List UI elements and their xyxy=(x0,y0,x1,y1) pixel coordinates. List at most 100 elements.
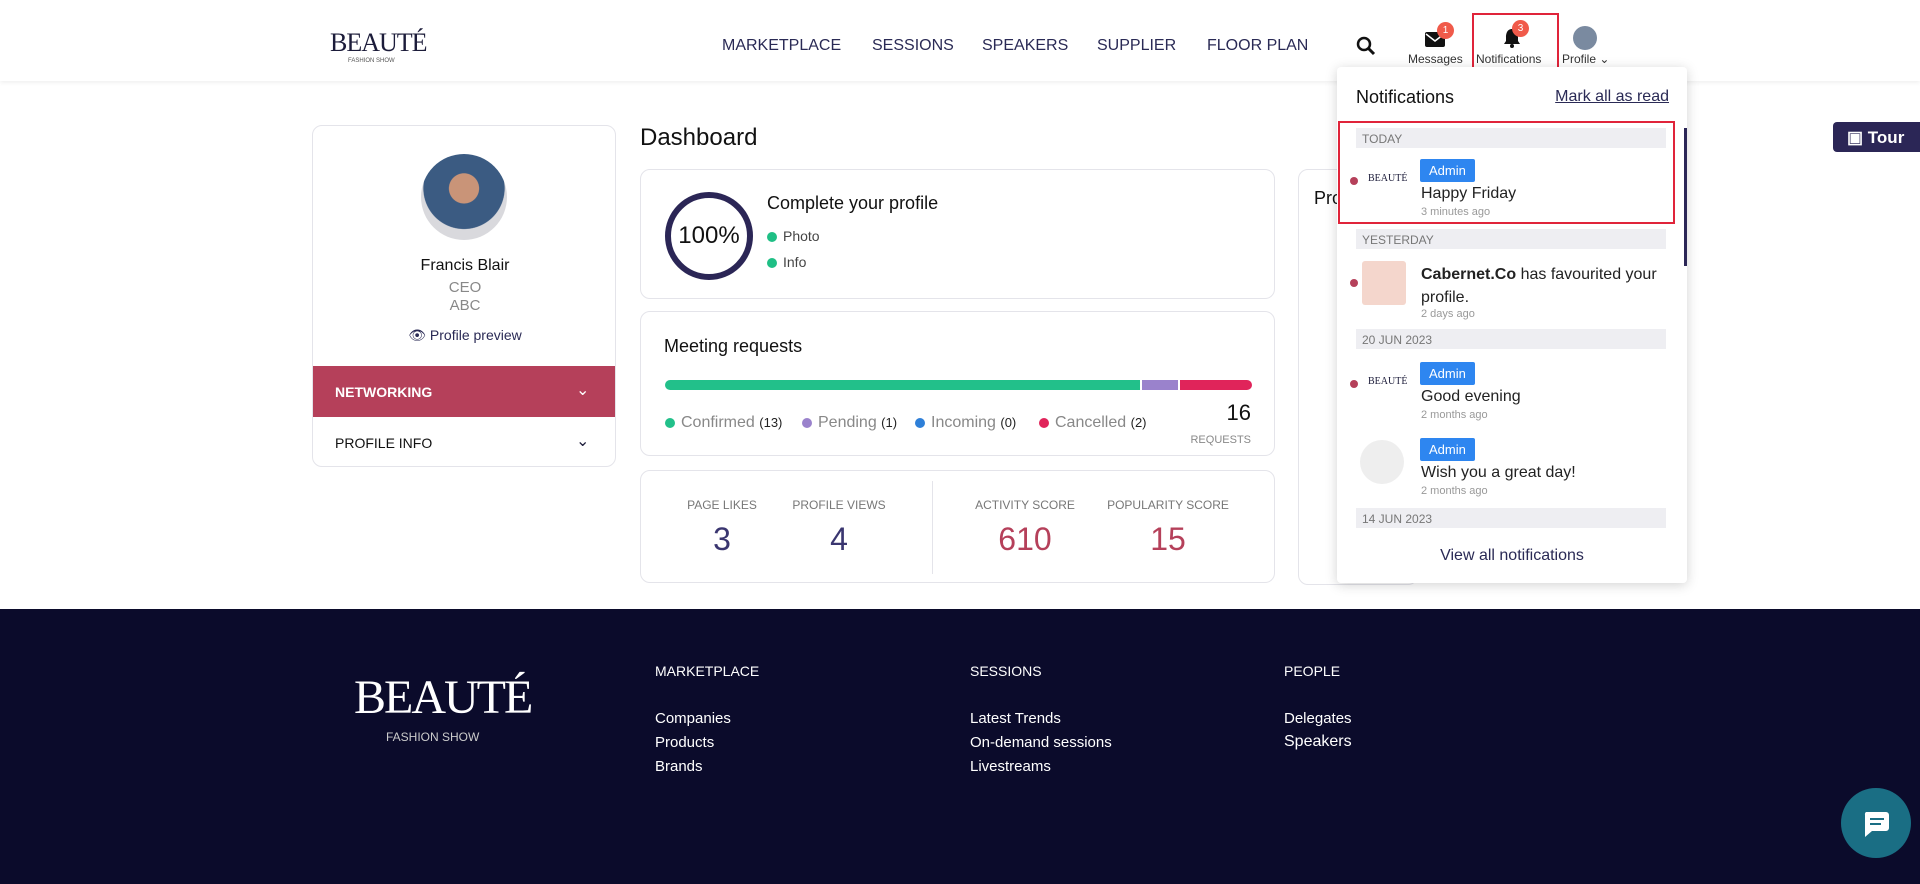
stat-label: POPULARITY SCORE xyxy=(1107,498,1229,512)
view-all-link[interactable]: View all notifications xyxy=(1440,547,1584,564)
card-heading: Pro xyxy=(1314,188,1343,208)
logo-sub: FASHION SHOW xyxy=(348,58,395,64)
unread-dot xyxy=(1350,380,1358,388)
chevron: ⌄ xyxy=(576,382,590,399)
notification-time: 2 months ago xyxy=(1421,485,1488,497)
notifications-panel xyxy=(1337,67,1687,583)
nav-item[interactable]: SUPPLIER xyxy=(1097,37,1177,54)
menu-label[interactable]: PROFILE INFO xyxy=(335,435,433,451)
item-label: Info xyxy=(783,254,807,270)
profile-avatar[interactable] xyxy=(1573,26,1597,50)
preview-label: Profile preview xyxy=(429,327,522,343)
name: Francis Blair xyxy=(420,257,510,274)
nav-item[interactable]: MARKETPLACE xyxy=(722,37,842,54)
nav-item[interactable]: SESSIONS xyxy=(872,37,954,54)
stat-value: 3 xyxy=(713,521,731,557)
footer-heading: PEOPLE xyxy=(1284,663,1341,679)
footer-logo: BEAUTÉ xyxy=(354,671,533,724)
total: 16 xyxy=(1226,400,1251,425)
avatar xyxy=(421,154,507,240)
footer-link[interactable]: Latest Trends xyxy=(970,710,1061,727)
footer xyxy=(0,609,1920,884)
footer-heading: SESSIONS xyxy=(970,663,1042,679)
footer-link[interactable]: On-demand sessions xyxy=(970,734,1112,751)
chat-button[interactable] xyxy=(1841,788,1911,858)
stat-value: 610 xyxy=(998,521,1052,557)
legend-item: Confirmed (13) xyxy=(665,414,782,432)
footer-link[interactable]: Products xyxy=(655,734,715,751)
footer-link[interactable]: Brands xyxy=(655,758,703,775)
item-label: Photo xyxy=(783,228,820,244)
footer-link[interactable]: Livestreams xyxy=(970,758,1051,775)
legend-item: Pending (1) xyxy=(802,414,897,432)
profile-card: Francis Blair CEO ABC 👁 Profile preview … xyxy=(312,125,616,467)
sender-logo: BEAUTÉ xyxy=(1368,376,1408,387)
sender-logo xyxy=(1360,440,1404,484)
notification-text[interactable]: Happy Friday xyxy=(1421,185,1517,202)
stat-label: PAGE LIKES xyxy=(687,498,757,512)
logo[interactable]: BEAUTÉ xyxy=(330,28,428,57)
role: CEO xyxy=(448,279,482,296)
date-header: YESTERDAY xyxy=(1356,229,1666,249)
mark-all-link[interactable]: Mark all as read xyxy=(1555,88,1669,105)
unread-dot xyxy=(1350,279,1358,287)
highlight-box xyxy=(1338,121,1675,224)
stat-label: PROFILE VIEWS xyxy=(792,498,886,512)
card-heading: Meeting requests xyxy=(664,336,803,356)
nav-label[interactable]: Notifications xyxy=(1476,52,1542,66)
legend-count: (0) xyxy=(1000,415,1017,430)
tag: Admin xyxy=(1420,438,1475,461)
nav-label[interactable]: Messages xyxy=(1408,52,1463,66)
footer-link[interactable]: Delegates xyxy=(1284,710,1352,727)
nav-label[interactable]: Profile ⌄ xyxy=(1562,52,1610,66)
panel-title: Notifications xyxy=(1356,87,1455,107)
profile-label: Profile xyxy=(1562,52,1597,66)
total-label: REQUESTS xyxy=(1190,434,1251,446)
chat-icon xyxy=(1864,812,1889,837)
notification-text[interactable]: Wish you a great day! xyxy=(1421,464,1576,481)
nav-item[interactable]: SPEAKERS xyxy=(982,37,1069,54)
chevron: ⌄ xyxy=(576,433,590,450)
tag: Admin xyxy=(1420,159,1475,182)
stat-label: ACTIVITY SCORE xyxy=(975,498,1075,512)
divider xyxy=(932,481,933,574)
date-header: 14 JUN 2023 xyxy=(1356,508,1666,528)
date-header: 20 JUN 2023 xyxy=(1356,329,1666,349)
legend-name: Pending xyxy=(818,414,877,431)
stat-value: 4 xyxy=(830,521,848,557)
notification-text[interactable]: Cabernet.Co has favourited your profile. xyxy=(1421,263,1661,309)
legend-count: (1) xyxy=(881,415,898,430)
footer-logo-sub: FASHION SHOW xyxy=(386,730,480,744)
completion-card: 100% Complete your profile Photo Info xyxy=(640,169,1275,299)
nav-item[interactable]: FLOOR PLAN xyxy=(1207,37,1309,54)
legend-item: Cancelled (2) xyxy=(1039,414,1147,432)
scrollbar xyxy=(1684,128,1687,266)
progress-ring: 100% xyxy=(665,192,753,280)
legend-name: Confirmed xyxy=(681,414,755,431)
stat-value: 15 xyxy=(1150,521,1186,557)
legend-count: (2) xyxy=(1130,415,1147,430)
tag: Admin xyxy=(1420,362,1475,385)
check-item: Photo xyxy=(767,228,820,244)
menu-item-active[interactable] xyxy=(313,366,615,417)
footer-link[interactable]: Companies xyxy=(655,710,731,727)
legend-item: Incoming (0) xyxy=(915,414,1016,432)
badge: 3 xyxy=(1512,20,1529,37)
search-icon[interactable] xyxy=(1356,36,1376,56)
footer-heading: MARKETPLACE xyxy=(655,663,760,679)
meetings-card: Meeting requests Confirmed (13) Pending … xyxy=(640,311,1275,456)
message: has favourited your profile. xyxy=(1421,266,1657,306)
date-header: TODAY xyxy=(1356,128,1666,148)
footer-link[interactable]: Speakers xyxy=(1284,733,1352,750)
legend-count: (13) xyxy=(759,415,783,430)
bar-pending xyxy=(1142,380,1178,390)
notification-text[interactable]: Good evening xyxy=(1421,388,1521,405)
sender: Cabernet.Co xyxy=(1421,266,1517,283)
tour-button[interactable]: ▣ Tour xyxy=(1833,122,1920,152)
profile-preview[interactable]: 👁 Profile preview xyxy=(408,327,522,343)
legend-name: Cancelled xyxy=(1055,414,1127,431)
sender-logo: BEAUTÉ xyxy=(1368,173,1408,184)
notification-time: 2 months ago xyxy=(1421,409,1488,421)
sender-logo xyxy=(1362,261,1406,305)
